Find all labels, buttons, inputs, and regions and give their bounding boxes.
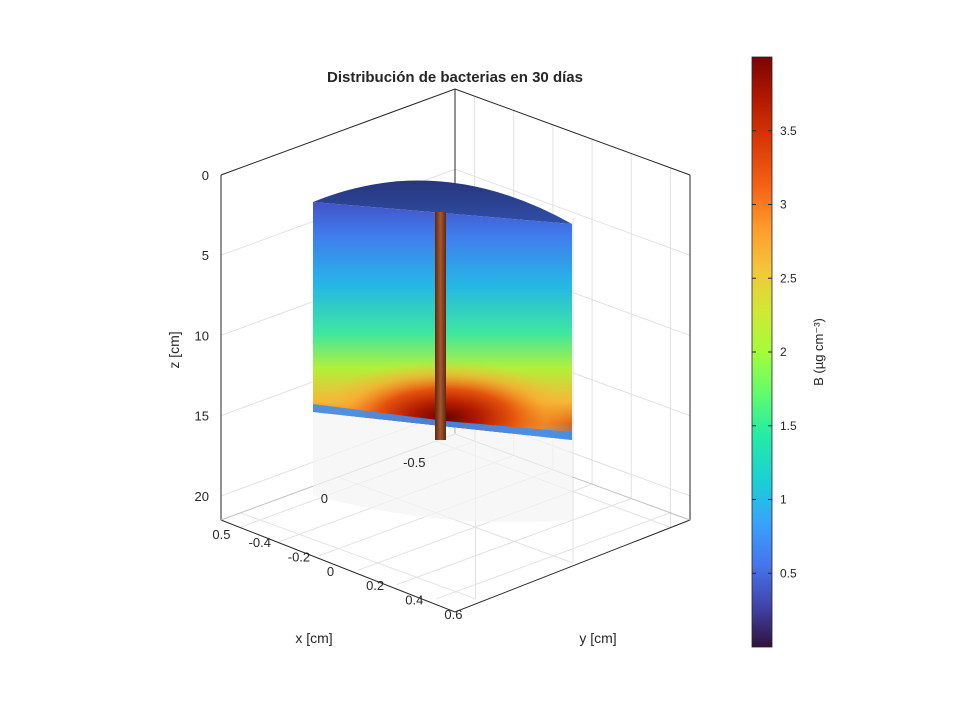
colorbar-tick-label: 0.5: [780, 566, 797, 580]
z-tick-label: 20: [195, 489, 209, 504]
z-tick-labels: 0 5 10 15 20: [195, 168, 209, 504]
y-tick-label: 0.2: [366, 578, 384, 593]
cylinder-top-face: [313, 180, 572, 224]
colorbar-tick-label: 3.5: [780, 124, 797, 138]
y-tick-labels: -0.4 -0.2 0 0.2 0.4 0.6: [249, 535, 463, 622]
z-tick-label: 15: [195, 409, 209, 424]
y-tick-label: -0.4: [249, 535, 271, 550]
colorbar-label: B (µg cm⁻³): [811, 318, 826, 386]
x-tick-labels: -0.5 0 0.5: [212, 455, 425, 542]
chart-title: Distribución de bacterias en 30 días: [327, 69, 583, 86]
cylinder-shadow: [313, 412, 572, 523]
z-grid-line: [454, 168, 691, 256]
z-axis-label: z [cm]: [166, 331, 182, 368]
x-axis-label: x [cm]: [295, 630, 332, 646]
colorbar-tick-label: 2.5: [780, 271, 797, 285]
colorbar-tick-label: 2: [780, 345, 787, 359]
colorbar: 0.5 1 1.5 2 2.5 3 3.5 B (µg cm⁻³): [751, 56, 826, 648]
x-grid-line: [240, 512, 476, 600]
x-tick-label: -0.5: [403, 455, 425, 470]
bacteria-cylinder-surface: [313, 180, 572, 523]
x-tick-label: 0.5: [212, 527, 230, 542]
colorbar-tick-label: 3: [780, 198, 787, 212]
colorbar-tick-label: 1.5: [780, 419, 797, 433]
y-axis-label: y [cm]: [579, 630, 616, 646]
z-tick-label: 0: [202, 168, 209, 183]
y-grid-line: [436, 512, 671, 600]
y-tick-label: -0.2: [288, 550, 310, 565]
colorbar-tick-labels: 0.5 1 1.5 2 2.5 3 3.5: [752, 124, 797, 580]
colorbar-tick-label: 1: [780, 493, 787, 507]
y-tick-label: 0.4: [405, 593, 423, 608]
y-grid-line: [397, 498, 632, 585]
z-tick-label: 5: [202, 248, 209, 263]
x-tick-label: 0: [321, 491, 328, 506]
y-tick-label: 0.6: [444, 607, 462, 622]
y-tick-label: 0: [327, 564, 334, 579]
electrode-rod: [435, 212, 446, 440]
z-tick-label: 10: [195, 328, 209, 343]
